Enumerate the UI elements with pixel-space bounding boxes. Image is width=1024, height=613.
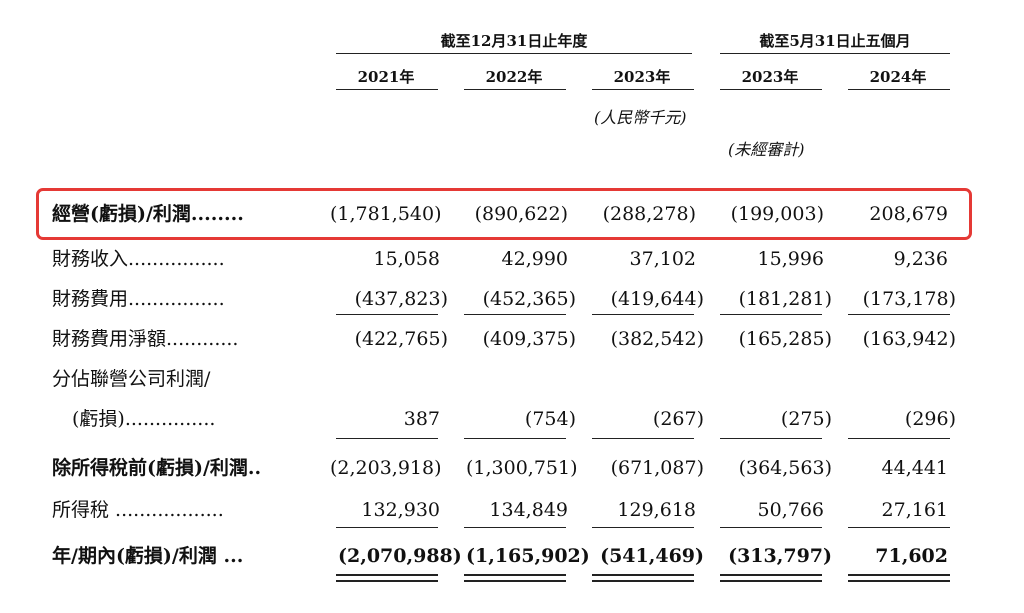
- underline-income-tax-2022: [464, 527, 566, 528]
- cell-net-finance-costs-2023: (382,542): [610, 328, 704, 350]
- cell-income-tax-2022: 134,849: [489, 499, 568, 521]
- cell-income-tax-2023: 129,618: [617, 499, 696, 521]
- cell-finance-costs-2023: (419,644): [610, 288, 704, 310]
- underline-share-of-associates-2021: [336, 438, 438, 439]
- currency-note: (人民幣千元): [594, 108, 687, 127]
- group-underline-year: [336, 53, 692, 54]
- underline-finance-costs-2023-5m: [720, 314, 822, 315]
- underline-share-of-associates-2022: [464, 438, 566, 439]
- row-label-share-of-associates: 分佔聯營公司利潤/: [52, 368, 211, 390]
- underline-finance-costs-2024-5m: [848, 314, 950, 315]
- year-underline-2024: [848, 89, 950, 90]
- underline-share-of-associates-2023: [592, 438, 694, 439]
- row-label-operating: 經營(虧損)/利潤........: [52, 203, 244, 225]
- cell-net-profit-2021: (2,070,988): [338, 545, 462, 567]
- cell-share-of-associates-2021: 387: [403, 408, 440, 430]
- cell-pre-tax-2023: (671,087): [610, 457, 704, 479]
- cell-finance-costs-2022: (452,365): [482, 288, 576, 310]
- cell-finance-costs-2021: (437,823): [354, 288, 448, 310]
- cell-operating-2023-5m: (199,003): [730, 203, 824, 225]
- year-header-2023-five-month: 2023年: [741, 68, 799, 86]
- cell-operating-2023: (288,278): [602, 203, 696, 225]
- cell-income-tax-2024-5m: 27,161: [881, 499, 948, 521]
- double-underline-2022: [464, 574, 566, 582]
- year-underline-2023: [592, 89, 694, 90]
- cell-net-finance-costs-2024-5m: (163,942): [862, 328, 956, 350]
- underline-income-tax-2023-5m: [720, 527, 822, 528]
- cell-finance-income-2024-5m: 9,236: [893, 248, 948, 270]
- year-header-2021: 2021年: [357, 68, 415, 86]
- cell-finance-income-2023-5m: 15,996: [757, 248, 824, 270]
- double-underline-2023-5m: [720, 574, 822, 582]
- cell-finance-income-2022: 42,990: [501, 248, 568, 270]
- cell-net-profit-2023-5m: (313,797): [728, 545, 832, 567]
- cell-net-profit-2024-5m: 71,602: [875, 545, 948, 567]
- year-underline-2022: [464, 89, 566, 90]
- row-label-finance-income: 財務收入................: [52, 248, 225, 270]
- cell-share-of-associates-2023-5m: (275): [780, 408, 832, 430]
- cell-share-of-associates-2022: (754): [524, 408, 576, 430]
- year-underline-2021: [336, 89, 438, 90]
- group-header-five-month: 截至5月31日止五個月: [759, 32, 911, 50]
- cell-pre-tax-2021: (2,203,918): [330, 457, 442, 479]
- row-label-income-tax: 所得稅 ..................: [52, 499, 224, 521]
- cell-net-finance-costs-2022: (409,375): [482, 328, 576, 350]
- cell-share-of-associates-2024-5m: (296): [904, 408, 956, 430]
- group-underline-five-month: [720, 53, 950, 54]
- cell-net-finance-costs-2021: (422,765): [354, 328, 448, 350]
- cell-operating-2021: (1,781,540): [330, 203, 442, 225]
- underline-share-of-associates-2024-5m: [848, 438, 950, 439]
- double-underline-2024-5m: [848, 574, 950, 582]
- year-header-2024: 2024年: [869, 68, 927, 86]
- cell-operating-2022: (890,622): [474, 203, 568, 225]
- cell-income-tax-2023-5m: 50,766: [757, 499, 824, 521]
- unaudited-note: (未經審計): [728, 140, 805, 159]
- cell-net-profit-2023: (541,469): [600, 545, 704, 567]
- year-header-2022: 2022年: [485, 68, 543, 86]
- underline-finance-costs-2023: [592, 314, 694, 315]
- underline-income-tax-2023: [592, 527, 694, 528]
- cell-net-finance-costs-2023-5m: (165,285): [738, 328, 832, 350]
- double-underline-2021: [336, 574, 438, 582]
- underline-finance-costs-2021: [336, 314, 438, 315]
- year-underline-2023-five-month: [720, 89, 822, 90]
- row-label-net-finance-costs: 財務費用淨額............: [52, 328, 239, 350]
- highlight-box: [36, 188, 972, 240]
- cell-share-of-associates-2023: (267): [652, 408, 704, 430]
- row-label-net-profit: 年/期內(虧損)/利潤 ...: [52, 545, 244, 567]
- cell-finance-income-2021: 15,058: [373, 248, 440, 270]
- year-header-2023: 2023年: [613, 68, 671, 86]
- cell-finance-income-2023: 37,102: [629, 248, 696, 270]
- row-label-pre-tax: 除所得稅前(虧損)/利潤..: [52, 457, 262, 479]
- underline-finance-costs-2022: [464, 314, 566, 315]
- cell-operating-2024-5m: 208,679: [869, 203, 948, 225]
- cell-pre-tax-2022: (1,300,751): [466, 457, 578, 479]
- underline-income-tax-2021: [336, 527, 438, 528]
- row-label-share-of-associates-cont: (虧損)...............: [72, 408, 216, 430]
- cell-pre-tax-2024-5m: 44,441: [881, 457, 948, 479]
- cell-net-profit-2022: (1,165,902): [466, 545, 590, 567]
- underline-share-of-associates-2023-5m: [720, 438, 822, 439]
- cell-pre-tax-2023-5m: (364,563): [738, 457, 832, 479]
- group-header-year: 截至12月31日止年度: [440, 32, 588, 50]
- double-underline-2023: [592, 574, 694, 582]
- row-label-finance-costs: 財務費用................: [52, 288, 225, 310]
- cell-finance-costs-2023-5m: (181,281): [738, 288, 832, 310]
- cell-finance-costs-2024-5m: (173,178): [862, 288, 956, 310]
- underline-income-tax-2024-5m: [848, 527, 950, 528]
- cell-income-tax-2021: 132,930: [361, 499, 440, 521]
